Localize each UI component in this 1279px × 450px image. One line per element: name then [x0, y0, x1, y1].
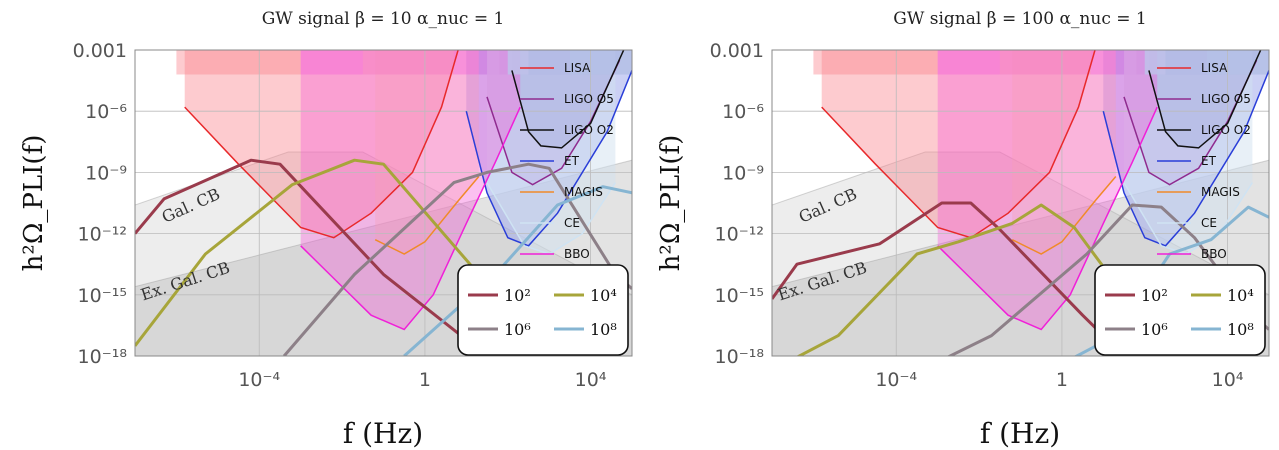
signal-legend-box [457, 264, 629, 356]
signal-curve [135, 158, 488, 356]
x-axis-label: f (Hz) [980, 417, 1060, 450]
detector-curve [1148, 50, 1262, 149]
detector-fill [1124, 50, 1253, 254]
detector-fill [1012, 50, 1116, 254]
detector-fill [184, 50, 459, 238]
x-tick-label: 1 [419, 369, 431, 391]
detector-curve [184, 50, 459, 239]
legend-label: MAGIS [1201, 185, 1240, 199]
detector-band [487, 50, 632, 75]
detector-curve [1102, 70, 1269, 247]
plot-frame [771, 49, 1270, 357]
signal-legend-label: 10² [504, 286, 531, 305]
chart-title: GW signal β = 10 α_nuc = 1 [262, 9, 505, 29]
y-tick-label: 0.001 [73, 40, 127, 62]
signal-curve [282, 162, 632, 356]
detector-band [937, 50, 1145, 75]
signal-legend-label: 10⁶ [1141, 320, 1168, 339]
legend-label: LIGO O2 [564, 123, 614, 137]
legend-label: LISA [1201, 61, 1228, 75]
chart-title: GW signal β = 100 α_nuc = 1 [893, 9, 1146, 29]
y-tick-label: 10⁻⁶ [722, 101, 764, 123]
plot-frame [134, 49, 633, 357]
detector-curve [465, 70, 632, 247]
legend-label: MAGIS [564, 185, 603, 199]
y-tick-label: 10⁻⁹ [722, 162, 764, 184]
detector-band [813, 50, 938, 75]
legend-label: CE [1201, 216, 1217, 230]
y-tick-label: 10⁻¹² [78, 224, 127, 246]
y-tick-label: 0.001 [710, 40, 764, 62]
detector-curve [937, 106, 1158, 331]
detector-fill [375, 50, 479, 254]
signal-legend-label: 10⁸ [590, 320, 617, 339]
legend-label: LIGO O2 [1201, 123, 1251, 137]
signal-legend-label: 10⁸ [1227, 320, 1254, 339]
legend-label: LIGO O5 [1201, 92, 1251, 106]
x-tick-label: 10⁴ [575, 369, 607, 391]
detector-fill [487, 50, 616, 254]
x-tick-label: 10⁴ [1212, 369, 1244, 391]
detector-fill [821, 50, 1095, 238]
y-axis-label: h²Ω_PLI(f) [19, 135, 49, 272]
detector-curve [374, 176, 480, 255]
signal-legend-label: 10⁶ [504, 320, 531, 339]
detector-band [176, 50, 301, 75]
signal-curve [772, 201, 1126, 356]
legend-label: ET [564, 154, 580, 168]
y-tick-label: 10⁻¹² [715, 224, 764, 246]
detector-band [300, 50, 508, 75]
signal-legend-label: 10⁴ [590, 286, 617, 305]
detector-curve [821, 50, 1096, 239]
y-tick-label: 10⁻¹⁵ [78, 285, 127, 307]
legend-label: CE [564, 216, 580, 230]
detector-band [999, 50, 1091, 75]
legend-label: BBO [1201, 247, 1227, 261]
detector-band [1124, 50, 1269, 75]
signal-legend-box [1094, 264, 1266, 356]
signal-legend-label: 10⁴ [1227, 286, 1254, 305]
legend-label: BBO [564, 247, 590, 261]
legend-label: LISA [564, 61, 591, 75]
x-axis-label: f (Hz) [343, 417, 423, 450]
y-tick-label: 10⁻⁹ [85, 162, 127, 184]
y-tick-label: 10⁻⁶ [85, 101, 127, 123]
legend-label: ET [1201, 154, 1217, 168]
detector-band [362, 50, 454, 75]
detector-fill [937, 50, 1158, 330]
signal-legend-label: 10² [1141, 286, 1168, 305]
x-tick-label: 1 [1056, 369, 1068, 391]
y-axis-label: h²Ω_PLI(f) [656, 135, 686, 272]
y-tick-label: 10⁻¹⁸ [715, 346, 764, 368]
detector-curve [1011, 176, 1117, 255]
y-tick-label: 10⁻¹⁸ [78, 346, 127, 368]
detector-fill [300, 50, 521, 330]
legend-label: LIGO O5 [564, 92, 614, 106]
detector-curve [511, 50, 625, 149]
x-tick-label: 10⁻⁴ [238, 369, 280, 391]
x-tick-label: 10⁻⁴ [875, 369, 917, 391]
y-tick-label: 10⁻¹⁵ [715, 285, 764, 307]
